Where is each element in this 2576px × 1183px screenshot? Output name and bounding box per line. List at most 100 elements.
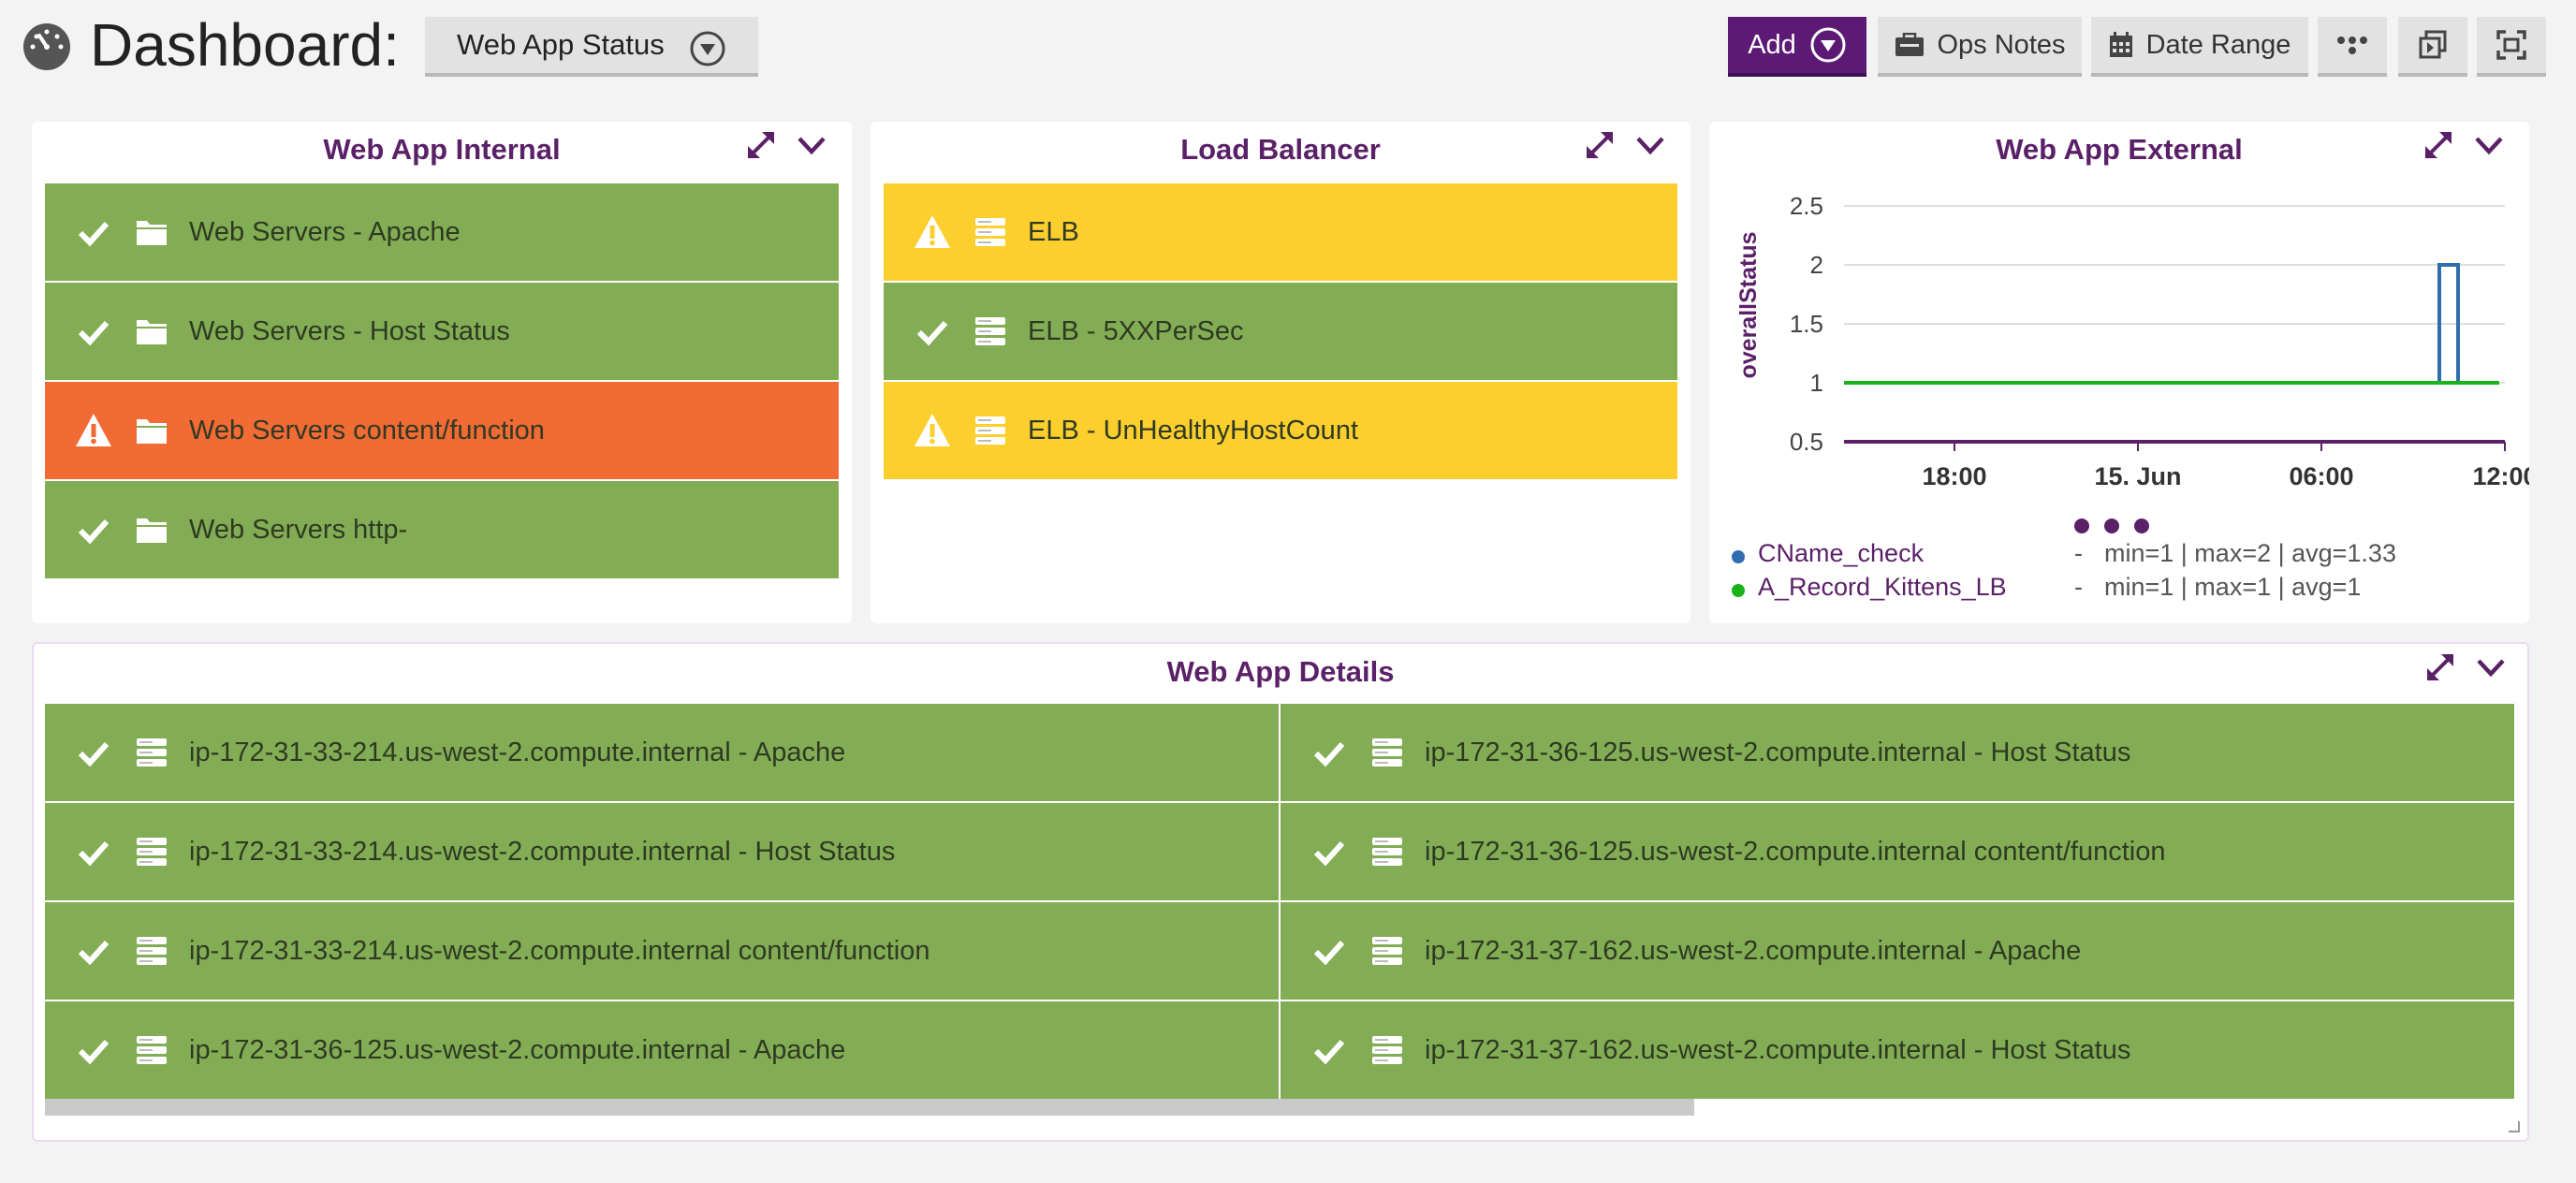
pager-dot[interactable] bbox=[2104, 518, 2119, 533]
status-row[interactable]: ip-172-31-37-162.us-west-2.compute.inter… bbox=[1281, 902, 2514, 1000]
panel-controls bbox=[2422, 129, 2505, 161]
warning-icon bbox=[915, 414, 950, 446]
status-row-label: ip-172-31-33-214.us-west-2.compute.inter… bbox=[189, 738, 846, 767]
server-icon bbox=[975, 416, 1005, 445]
check-icon bbox=[1313, 940, 1345, 966]
status-line-chart: 0.5 1 1.5 2 2.5 18:00 15. Jun 06:00 12:00 overall… bbox=[1735, 192, 2529, 487]
status-row[interactable]: Web Servers - Host Status bbox=[45, 283, 839, 380]
fullscreen-button[interactable] bbox=[2477, 17, 2546, 77]
status-row-label: Web Servers content/function bbox=[189, 416, 545, 445]
status-row[interactable]: ip-172-31-33-214.us-west-2.compute.inter… bbox=[45, 902, 1279, 1000]
chevron-down-icon[interactable] bbox=[1634, 129, 1666, 161]
panel-controls bbox=[1584, 129, 1666, 161]
legend-dash: - bbox=[2074, 573, 2083, 601]
legend-stats: min=1 | max=2 | avg=1.33 bbox=[2104, 539, 2396, 567]
status-row[interactable]: ip-172-31-36-125.us-west-2.compute.inter… bbox=[45, 1001, 1279, 1099]
status-row[interactable]: Web Servers http- bbox=[45, 481, 839, 578]
legend-series-name: A_Record_Kittens_LB bbox=[1758, 573, 2007, 601]
legend-series-name: CName_check bbox=[1758, 539, 1925, 567]
check-icon bbox=[916, 320, 948, 346]
status-row[interactable]: ip-172-31-33-214.us-west-2.compute.inter… bbox=[45, 803, 1279, 900]
legend-item[interactable]: CName_check - min=1 | max=2 | avg=1.33 bbox=[1732, 539, 2518, 571]
top-bar: Dashboard: Web App Status Add Ops Notes bbox=[0, 0, 2576, 94]
dashboard-select[interactable]: Web App Status bbox=[425, 17, 758, 77]
status-row-label: ip-172-31-33-214.us-west-2.compute.inter… bbox=[189, 936, 930, 966]
dashboard-gauge-icon bbox=[23, 23, 70, 70]
check-icon bbox=[1313, 1039, 1345, 1065]
ops-notes-label: Ops Notes bbox=[1937, 29, 2066, 60]
x-tick-label: 12:00 bbox=[2472, 462, 2529, 487]
calendar-icon bbox=[2109, 32, 2132, 57]
x-tick-label: 18:00 bbox=[1922, 462, 1986, 487]
x-tick-label: 06:00 bbox=[2289, 462, 2353, 487]
status-row-label: ELB bbox=[1028, 217, 1079, 247]
y-tick-label: 0.5 bbox=[1790, 428, 1823, 456]
chevron-down-icon[interactable] bbox=[2475, 651, 2507, 683]
ops-notes-button[interactable]: Ops Notes bbox=[1878, 17, 2082, 77]
status-row[interactable]: ELB bbox=[884, 183, 1677, 281]
server-icon bbox=[1372, 1036, 1402, 1064]
status-row[interactable]: ip-172-31-36-125.us-west-2.compute.inter… bbox=[1281, 803, 2514, 900]
chevron-down-icon[interactable] bbox=[796, 129, 827, 161]
copy-icon bbox=[2419, 30, 2447, 59]
chevron-down-icon[interactable] bbox=[2473, 129, 2505, 161]
resize-handle-icon[interactable] bbox=[2507, 1119, 2520, 1132]
y-tick-label: 1 bbox=[1810, 369, 1823, 397]
check-icon bbox=[78, 1039, 110, 1065]
panel-title: Load Balancer bbox=[1180, 133, 1381, 166]
status-row[interactable]: ip-172-31-36-125.us-west-2.compute.inter… bbox=[1281, 704, 2514, 801]
pager-dot[interactable] bbox=[2134, 518, 2149, 533]
check-icon bbox=[78, 940, 110, 966]
expand-icon[interactable] bbox=[2422, 129, 2454, 161]
status-row[interactable]: Web Servers content/function bbox=[45, 382, 839, 479]
panel-web-app-internal: Web App Internal Web Servers - Apache Web… bbox=[32, 122, 852, 623]
horizontal-scrollbar[interactable] bbox=[45, 1099, 1694, 1116]
check-icon bbox=[78, 741, 110, 767]
x-tick-label: 15. Jun bbox=[2094, 462, 2181, 487]
status-row[interactable]: ELB - 5XXPerSec bbox=[884, 283, 1677, 380]
legend-item[interactable]: A_Record_Kittens_LB - min=1 | max=1 | avg=… bbox=[1732, 573, 2518, 605]
add-button-label: Add bbox=[1748, 29, 1796, 60]
add-dropdown-icon bbox=[1810, 27, 1846, 63]
ops-notes-icon bbox=[1895, 33, 1924, 56]
y-tick-label: 1.5 bbox=[1790, 310, 1823, 338]
status-row-label: ip-172-31-36-125.us-west-2.compute.inter… bbox=[1425, 738, 2131, 767]
panel-web-app-external: Web App External 0.5 1 1.5 2 2.5 18:00 15. Jun… bbox=[1709, 122, 2529, 623]
chart-pager-dots[interactable] bbox=[2074, 518, 2149, 533]
status-row-label: ip-172-31-33-214.us-west-2.compute.inter… bbox=[189, 837, 896, 867]
y-axis-label: overallStatus bbox=[1735, 231, 1762, 378]
folder-icon bbox=[137, 419, 167, 444]
pager-dot[interactable] bbox=[2074, 518, 2089, 533]
status-row-label: ELB - 5XXPerSec bbox=[1028, 316, 1244, 346]
expand-icon[interactable] bbox=[2424, 651, 2456, 683]
status-row[interactable]: ip-172-31-37-162.us-west-2.compute.inter… bbox=[1281, 1001, 2514, 1099]
status-row-label: ELB - UnHealthyHostCount bbox=[1028, 416, 1358, 445]
check-icon bbox=[78, 221, 110, 247]
check-icon bbox=[1313, 741, 1345, 767]
date-range-button[interactable]: Date Range bbox=[2091, 17, 2308, 77]
status-row-label: ip-172-31-36-125.us-west-2.compute.inter… bbox=[1425, 837, 2166, 867]
fullscreen-icon bbox=[2496, 30, 2526, 60]
server-icon bbox=[975, 317, 1005, 345]
expand-icon[interactable] bbox=[745, 129, 777, 161]
panel-controls bbox=[2424, 651, 2507, 683]
add-button[interactable]: Add bbox=[1728, 17, 1866, 77]
status-row[interactable]: ip-172-31-33-214.us-west-2.compute.inter… bbox=[45, 704, 1279, 801]
warning-icon bbox=[915, 215, 950, 248]
date-range-label: Date Range bbox=[2145, 29, 2291, 60]
status-row-label: Web Servers - Host Status bbox=[189, 316, 510, 346]
status-row[interactable]: Web Servers - Apache bbox=[45, 183, 839, 281]
panel-web-app-details: Web App Details ip-172-31-33-214.us-west… bbox=[32, 642, 2529, 1142]
legend-stats: min=1 | max=1 | avg=1 bbox=[2104, 573, 2362, 601]
clone-dashboard-button[interactable] bbox=[2398, 17, 2467, 77]
panel-load-balancer: Load Balancer ELB ELB - 5XXPerSec ELB - Un… bbox=[871, 122, 1690, 623]
status-row[interactable]: ELB - UnHealthyHostCount bbox=[884, 382, 1677, 479]
server-icon bbox=[137, 1036, 167, 1064]
graph-options-button[interactable] bbox=[2318, 17, 2387, 77]
expand-icon[interactable] bbox=[1584, 129, 1616, 161]
warning-icon bbox=[76, 414, 111, 446]
check-icon bbox=[78, 320, 110, 346]
status-row-label: Web Servers http- bbox=[189, 515, 408, 545]
server-icon bbox=[137, 937, 167, 965]
panel-title: Web App Internal bbox=[323, 133, 561, 166]
